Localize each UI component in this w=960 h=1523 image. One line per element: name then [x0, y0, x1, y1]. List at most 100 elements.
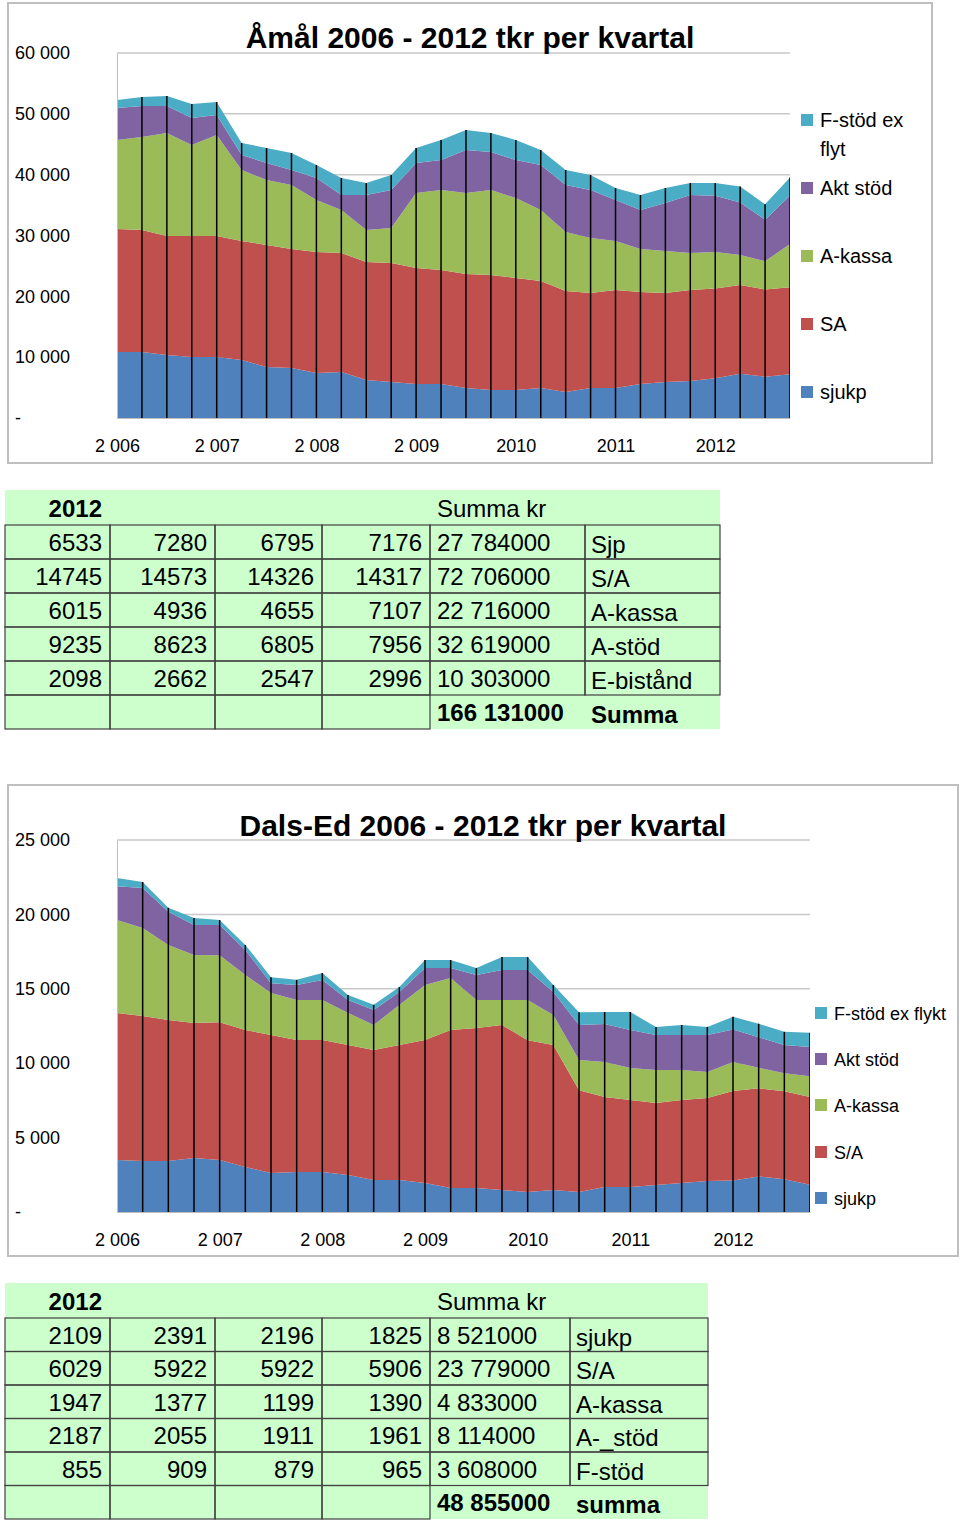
x-tick-label: 2 006 [95, 436, 140, 456]
x-tick-label: 2 009 [394, 436, 439, 456]
table-cell [5, 1419, 110, 1453]
legend-swatch [815, 1146, 827, 1158]
legend-swatch [801, 182, 813, 194]
x-tick: 2 007 [195, 418, 240, 456]
table-cell [215, 1385, 322, 1419]
drop-line [399, 987, 401, 1212]
chart-title: Åmål 2006 - 2012 tkr per kvartal [246, 21, 695, 54]
x-tick-label: 2 007 [195, 436, 240, 456]
table-cell [322, 559, 430, 593]
x-tick: 2 009 [403, 1212, 448, 1250]
drop-line [764, 204, 766, 418]
y-axis: -10 00020 00030 00040 00050 00060 000 [15, 43, 118, 428]
drop-line [540, 150, 542, 418]
drop-line [707, 1027, 709, 1212]
y-tick-label: 5 000 [15, 1128, 60, 1148]
table-cell [5, 1318, 110, 1352]
legend-label: A-kassa [820, 245, 893, 267]
drop-line [758, 1024, 760, 1212]
drop-line [424, 960, 426, 1212]
legend-swatch [801, 250, 813, 262]
drop-line [476, 968, 478, 1212]
table-cell [570, 1318, 708, 1352]
y-tick: 15 000 [15, 979, 117, 999]
table-label: E-bistånd [591, 667, 692, 694]
table-value: 4655 [261, 597, 314, 624]
table-cell [570, 1419, 708, 1453]
table-cell [322, 1419, 430, 1453]
table-label: F-stöd [576, 1458, 644, 1485]
x-tick: 2 008 [294, 418, 339, 456]
drop-line [347, 995, 349, 1212]
y-tick: 50 000 [15, 104, 117, 124]
table-label: A-kassa [576, 1391, 663, 1418]
drop-line [809, 1033, 810, 1212]
x-tick: 2 007 [198, 1212, 243, 1250]
x-tick-label: 2 008 [294, 436, 339, 456]
table-sum: 22 716000 [437, 597, 550, 624]
table-sum: 32 619000 [437, 631, 550, 658]
table-sum: 72 706000 [437, 563, 550, 590]
y-tick: 5 000 [15, 1128, 117, 1148]
y-tick: 40 000 [15, 165, 117, 185]
table-cell [322, 695, 430, 729]
drop-line [193, 918, 195, 1212]
legend-label: S/A [834, 1143, 863, 1163]
drop-line [191, 104, 193, 418]
table-cell [322, 1318, 430, 1352]
drop-line [142, 882, 144, 1212]
drop-line [245, 945, 247, 1212]
legend-label: A-kassa [834, 1096, 900, 1116]
drop-line [655, 1027, 657, 1212]
grid [117, 840, 810, 1212]
table-cell [5, 1452, 110, 1486]
drop-line [630, 1012, 632, 1212]
table-value: 6805 [261, 631, 314, 658]
table-value: 2055 [154, 1422, 207, 1449]
drop-line [316, 165, 318, 418]
table-label: A-stöd [591, 633, 660, 660]
table-cell [5, 525, 110, 559]
table-cell [215, 525, 322, 559]
table-value: 6029 [49, 1355, 102, 1382]
table-value: 5922 [261, 1355, 314, 1382]
table-value: 855 [62, 1456, 102, 1483]
table-cell [5, 661, 110, 695]
table-value: 7176 [369, 529, 422, 556]
table-cell [110, 1452, 215, 1486]
legend-swatch [815, 1053, 827, 1065]
y-tick: 10 000 [15, 347, 117, 367]
area-series [117, 878, 810, 1047]
table-cell [5, 627, 110, 661]
table-cell [585, 627, 720, 661]
drop-line [266, 148, 268, 418]
y-tick-label: 30 000 [15, 226, 70, 246]
grid-line [117, 914, 810, 916]
x-tick-label: 2 007 [198, 1230, 243, 1250]
table-sum: 8 521000 [437, 1322, 537, 1349]
x-axis: 2 0062 0072 0082 009201020112012 [95, 1212, 811, 1250]
table-cell [585, 559, 720, 593]
table-label: sjukp [576, 1324, 632, 1351]
table-cell [570, 1385, 708, 1419]
legend-swatch [815, 1192, 827, 1204]
x-tick-label: 2012 [696, 436, 736, 456]
table-cell [110, 525, 215, 559]
table-value: 1390 [369, 1389, 422, 1416]
table-cell [430, 627, 585, 661]
table-value: 909 [167, 1456, 207, 1483]
table-background [5, 1283, 708, 1519]
table-value: 965 [382, 1456, 422, 1483]
table-cell [215, 695, 322, 729]
y-tick: 25 000 [15, 830, 117, 850]
table-background [5, 490, 720, 729]
x-tick: 2011 [611, 1212, 650, 1250]
chart: -5 00010 00015 00020 00025 0002 0062 007… [8, 785, 958, 1256]
table-cell [215, 661, 322, 695]
y-tick: 60 000 [15, 43, 117, 63]
table-cell [430, 593, 585, 627]
legend-swatch [801, 114, 813, 126]
legend-swatch [815, 1007, 827, 1019]
y-tick-label: 15 000 [15, 979, 70, 999]
table-cell [585, 661, 720, 695]
